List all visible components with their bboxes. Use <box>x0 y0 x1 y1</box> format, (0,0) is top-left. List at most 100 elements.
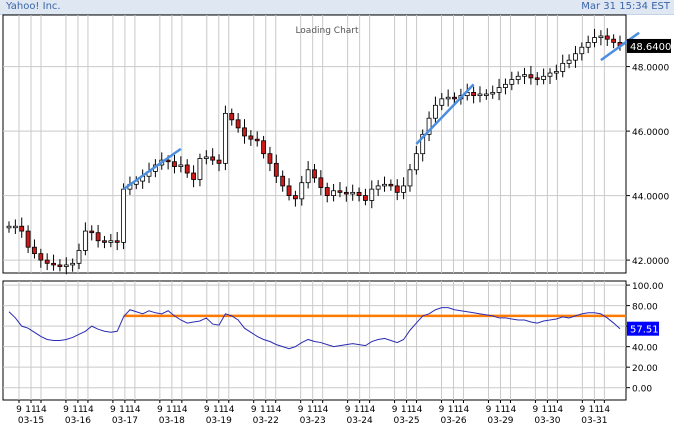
x-tick-label: 14 <box>458 405 470 415</box>
candle-up <box>439 98 445 106</box>
trend-line <box>600 31 640 62</box>
candle-down <box>229 112 235 121</box>
candle-up <box>553 71 559 74</box>
candle-up <box>515 75 521 80</box>
candle-down <box>604 35 610 40</box>
x-tick-label: 14 <box>35 405 47 415</box>
candle-down <box>254 138 260 142</box>
x-date-label: 03-24 <box>347 416 373 424</box>
candle-down <box>293 195 298 200</box>
rsi-panel <box>2 280 627 401</box>
rsi-y-tick-label: 0.00 <box>632 385 652 395</box>
candle-down <box>261 140 266 155</box>
last-price-tag <box>627 38 671 53</box>
x-date-label: 03-15 <box>18 416 44 424</box>
candle-down <box>44 259 50 264</box>
rsi-value-label: 57.51 <box>630 325 659 336</box>
x-tick-label: 14 <box>82 405 94 415</box>
price-y-tick-label: 48.0000 <box>632 64 669 74</box>
candle-up <box>63 264 69 267</box>
candle-up <box>70 262 76 266</box>
x-tick-label: 14 <box>552 405 564 415</box>
candle-down <box>337 190 343 193</box>
rsi-value-tag <box>627 321 659 336</box>
candle-up <box>197 158 203 180</box>
candle-up <box>477 93 483 97</box>
candle-down <box>356 191 362 196</box>
last-price-label: 48.6400 <box>630 42 671 53</box>
candle-down <box>471 92 477 97</box>
candle-down <box>248 135 254 140</box>
x-tick-label: 9 <box>439 405 445 415</box>
rsi-y-tick-label: 40.00 <box>632 344 658 354</box>
x-tick-label: 14 <box>129 405 141 415</box>
x-tick-label: 9 <box>486 405 492 415</box>
x-tick-label: 9 <box>345 405 351 415</box>
rsi-line <box>8 307 621 350</box>
candle-up <box>401 185 407 193</box>
candle-up <box>445 96 451 100</box>
candle-up <box>426 117 432 135</box>
candle-up <box>369 188 375 201</box>
candle-up <box>413 153 419 171</box>
candle-down <box>324 187 330 197</box>
company-name: Yahoo! Inc. <box>6 1 61 12</box>
candle-up <box>203 156 209 159</box>
candle-down <box>388 183 394 187</box>
x-tick-label: 14 <box>364 405 376 415</box>
candle-down <box>216 159 222 164</box>
candle-up <box>305 169 311 184</box>
candle-down <box>534 77 540 80</box>
x-date-label: 03-31 <box>581 416 607 424</box>
candle-down <box>210 156 216 161</box>
x-date-label: 03-17 <box>112 416 138 424</box>
x-tick-label: 9 <box>157 405 163 415</box>
candle-up <box>108 240 114 243</box>
candle-up <box>382 183 387 187</box>
x-tick-label: 11 <box>542 405 553 415</box>
candle-down <box>343 191 349 195</box>
x-date-label: 03-23 <box>300 416 326 424</box>
price-y-tick-label: 44.0000 <box>632 193 669 203</box>
x-date-label: 03-22 <box>253 416 279 424</box>
x-tick-label: 11 <box>354 405 365 415</box>
candle-down <box>235 119 241 129</box>
candle-down <box>38 253 44 261</box>
candle-down <box>57 264 63 267</box>
x-tick-label: 11 <box>307 405 318 415</box>
candle-down <box>89 230 95 234</box>
candle-down <box>394 185 400 193</box>
candle-down <box>102 240 107 243</box>
candle-up <box>222 112 228 164</box>
candle-down <box>32 246 37 255</box>
candle-up <box>496 87 502 93</box>
candle-up <box>503 83 508 88</box>
x-date-label: 03-16 <box>65 416 91 424</box>
candle-down <box>267 153 273 164</box>
x-date-label: 03-29 <box>487 416 513 424</box>
x-tick-label: 14 <box>176 405 188 415</box>
candle-down <box>286 185 292 197</box>
candle-up <box>573 53 578 61</box>
candle-up <box>433 104 438 119</box>
x-tick-label: 11 <box>401 405 412 415</box>
x-date-label: 03-26 <box>440 416 466 424</box>
trend-line <box>122 147 182 191</box>
candle-up <box>375 185 381 190</box>
candle-up <box>6 225 12 229</box>
candle-up <box>592 37 597 43</box>
candle-up <box>76 250 82 264</box>
x-tick-label: 9 <box>110 405 116 415</box>
candle-up <box>547 72 553 77</box>
x-tick-label: 9 <box>63 405 69 415</box>
candle-up <box>579 46 585 55</box>
candle-down <box>363 195 368 201</box>
x-tick-label: 14 <box>223 405 235 415</box>
candle-down <box>165 159 171 163</box>
candle-up <box>598 35 604 38</box>
x-tick-label: 14 <box>270 405 282 415</box>
x-tick-label: 9 <box>16 405 22 415</box>
candle-up <box>331 190 336 196</box>
trend-line <box>415 83 475 145</box>
